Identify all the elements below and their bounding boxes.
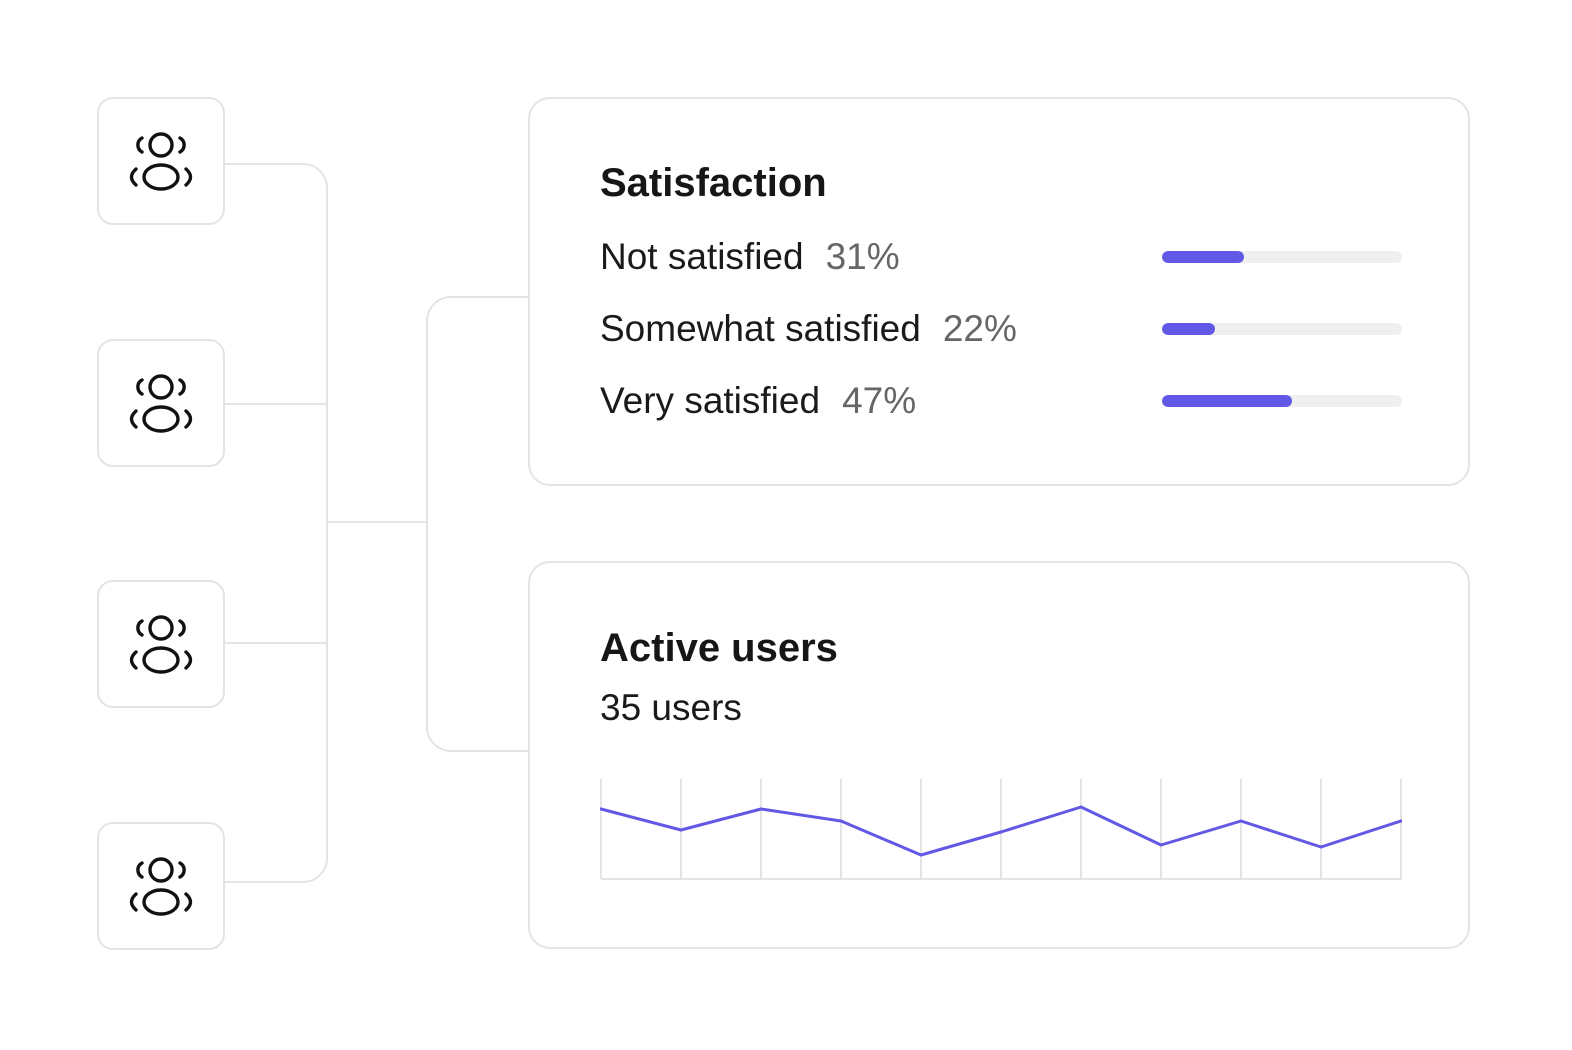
- active-users-card: Active users 35 users: [528, 561, 1470, 949]
- active-users-title: Active users: [600, 626, 838, 670]
- satisfaction-row-label: Very satisfied: [600, 380, 821, 421]
- connector-group-4: [225, 522, 328, 883]
- satisfaction-card: Satisfaction Not satisfied 31% Somewhat s…: [528, 97, 1470, 486]
- chart-point-0-3: [839, 819, 843, 823]
- satisfaction-row-percent: 31%: [825, 236, 900, 277]
- chart-point-0-10: [1399, 819, 1402, 823]
- satisfaction-progress-fill: [1162, 323, 1215, 335]
- chart-point-0-7: [1159, 843, 1163, 847]
- chart-point-0-1: [679, 828, 683, 832]
- satisfaction-row-somewhat-satisfied: Somewhat satisfied 22%: [600, 305, 1402, 353]
- chart-point-0-2: [759, 807, 763, 811]
- user-group-tile-2[interactable]: [97, 339, 225, 467]
- chart-point-0-8: [1239, 819, 1243, 823]
- chart-point-0-4: [919, 853, 923, 857]
- satisfaction-progress-track: [1162, 395, 1402, 407]
- satisfaction-progress-track: [1162, 251, 1402, 263]
- chart-point-0-6: [1079, 805, 1083, 809]
- chart-point-0-0: [600, 807, 603, 811]
- satisfaction-row-very-satisfied: Very satisfied 47%: [600, 377, 1402, 425]
- user-group-tile-3[interactable]: [97, 580, 225, 708]
- satisfaction-row-percent: 22%: [942, 308, 1017, 349]
- active-users-line-chart: [600, 779, 1402, 880]
- satisfaction-row-label: Not satisfied: [600, 236, 804, 277]
- satisfaction-progress-track: [1162, 323, 1402, 335]
- satisfaction-row-not-satisfied: Not satisfied 31%: [600, 233, 1402, 281]
- user-group-icon: [129, 615, 193, 674]
- user-group-tile-4[interactable]: [97, 822, 225, 950]
- chart-point-0-5: [999, 830, 1003, 834]
- connector-group-1: [225, 163, 328, 522]
- user-group-icon: [129, 857, 193, 916]
- satisfaction-row-label: Somewhat satisfied: [600, 308, 921, 349]
- user-group-icon: [129, 374, 193, 433]
- connector-to-satisfaction: [426, 296, 528, 752]
- satisfaction-progress-fill: [1162, 251, 1244, 263]
- satisfaction-row-percent: 47%: [842, 380, 917, 421]
- chart-point-0-9: [1319, 845, 1323, 849]
- satisfaction-progress-fill: [1162, 395, 1292, 407]
- user-group-icon: [129, 132, 193, 191]
- user-group-tile-1[interactable]: [97, 97, 225, 225]
- active-users-count: 35 users: [600, 687, 742, 728]
- satisfaction-title: Satisfaction: [600, 161, 827, 205]
